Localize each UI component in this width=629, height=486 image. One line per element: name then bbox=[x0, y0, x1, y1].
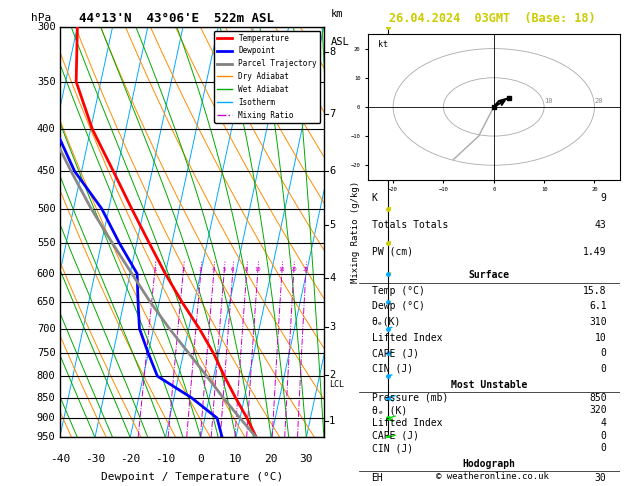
Text: 400: 400 bbox=[37, 124, 55, 134]
Text: 0: 0 bbox=[601, 443, 606, 453]
Text: 3: 3 bbox=[199, 267, 203, 272]
Text: EH: EH bbox=[372, 473, 383, 483]
Text: 4: 4 bbox=[212, 267, 215, 272]
Text: 300: 300 bbox=[37, 22, 55, 32]
Text: 700: 700 bbox=[37, 324, 55, 333]
Text: 320: 320 bbox=[589, 405, 606, 416]
Text: 0: 0 bbox=[198, 454, 204, 464]
Text: 10: 10 bbox=[229, 454, 243, 464]
Text: 450: 450 bbox=[37, 166, 55, 176]
Text: 800: 800 bbox=[37, 371, 55, 381]
Text: θₑ (K): θₑ (K) bbox=[372, 405, 407, 416]
Text: 15.8: 15.8 bbox=[583, 286, 606, 296]
Text: -10: -10 bbox=[155, 454, 175, 464]
Text: 0: 0 bbox=[601, 431, 606, 441]
Text: 850: 850 bbox=[589, 393, 606, 403]
Text: 26.04.2024  03GMT  (Base: 18): 26.04.2024 03GMT (Base: 18) bbox=[389, 12, 596, 25]
Text: Mixing Ratio (g/kg): Mixing Ratio (g/kg) bbox=[351, 181, 360, 283]
Text: PW (cm): PW (cm) bbox=[372, 246, 413, 257]
Text: 2: 2 bbox=[181, 267, 185, 272]
Text: ASL: ASL bbox=[331, 37, 349, 47]
Text: 8: 8 bbox=[245, 267, 248, 272]
Text: 25: 25 bbox=[303, 267, 309, 272]
Text: Temp (°C): Temp (°C) bbox=[372, 286, 425, 296]
Text: Hodograph: Hodograph bbox=[462, 459, 516, 469]
Text: LCL: LCL bbox=[329, 381, 344, 389]
Text: 950: 950 bbox=[37, 433, 55, 442]
Text: 5: 5 bbox=[223, 267, 226, 272]
Text: 6: 6 bbox=[329, 166, 335, 176]
Text: 7: 7 bbox=[329, 109, 335, 119]
Text: CAPE (J): CAPE (J) bbox=[372, 431, 418, 441]
Text: 2: 2 bbox=[329, 370, 335, 380]
Text: Surface: Surface bbox=[469, 270, 509, 280]
Text: 8: 8 bbox=[329, 47, 335, 57]
Text: CAPE (J): CAPE (J) bbox=[372, 348, 418, 358]
Text: 9: 9 bbox=[601, 193, 606, 203]
Text: -40: -40 bbox=[50, 454, 70, 464]
Text: © weatheronline.co.uk: © weatheronline.co.uk bbox=[436, 472, 548, 481]
Text: 4: 4 bbox=[329, 273, 335, 283]
Text: 750: 750 bbox=[37, 348, 55, 358]
Text: 6: 6 bbox=[231, 267, 234, 272]
Text: -20: -20 bbox=[120, 454, 140, 464]
Text: km: km bbox=[331, 9, 343, 18]
Text: K: K bbox=[372, 193, 377, 203]
Text: 43: 43 bbox=[595, 220, 606, 230]
Text: 1.49: 1.49 bbox=[583, 246, 606, 257]
Text: CIN (J): CIN (J) bbox=[372, 443, 413, 453]
Text: 600: 600 bbox=[37, 269, 55, 278]
Text: θₑ(K): θₑ(K) bbox=[372, 317, 401, 327]
Text: 20: 20 bbox=[594, 98, 603, 104]
Text: 4: 4 bbox=[601, 418, 606, 428]
Text: CIN (J): CIN (J) bbox=[372, 364, 413, 374]
Text: 850: 850 bbox=[37, 393, 55, 403]
Text: 30: 30 bbox=[299, 454, 313, 464]
Legend: Temperature, Dewpoint, Parcel Trajectory, Dry Adiabat, Wet Adiabat, Isotherm, Mi: Temperature, Dewpoint, Parcel Trajectory… bbox=[214, 31, 320, 122]
Text: Pressure (mb): Pressure (mb) bbox=[372, 393, 448, 403]
Text: 1: 1 bbox=[329, 417, 335, 426]
Text: 10: 10 bbox=[254, 267, 261, 272]
Text: Lifted Index: Lifted Index bbox=[372, 332, 442, 343]
Text: 0: 0 bbox=[601, 348, 606, 358]
Text: 5: 5 bbox=[329, 221, 335, 230]
Text: 350: 350 bbox=[37, 77, 55, 87]
Text: 16: 16 bbox=[279, 267, 285, 272]
Text: 1: 1 bbox=[153, 267, 156, 272]
Text: 0: 0 bbox=[601, 364, 606, 374]
Text: Totals Totals: Totals Totals bbox=[372, 220, 448, 230]
Text: Dewpoint / Temperature (°C): Dewpoint / Temperature (°C) bbox=[101, 472, 283, 482]
Text: -30: -30 bbox=[85, 454, 105, 464]
Text: hPa: hPa bbox=[31, 13, 52, 23]
Text: 550: 550 bbox=[37, 238, 55, 248]
Text: kt: kt bbox=[378, 40, 388, 49]
Text: 900: 900 bbox=[37, 413, 55, 423]
Text: 44°13'N  43°06'E  522m ASL: 44°13'N 43°06'E 522m ASL bbox=[79, 12, 274, 25]
Text: 10: 10 bbox=[595, 332, 606, 343]
Text: 10: 10 bbox=[544, 98, 553, 104]
Text: Dewp (°C): Dewp (°C) bbox=[372, 301, 425, 312]
Text: 20: 20 bbox=[264, 454, 278, 464]
Text: 310: 310 bbox=[589, 317, 606, 327]
Text: 6.1: 6.1 bbox=[589, 301, 606, 312]
Text: 3: 3 bbox=[329, 322, 335, 332]
Text: Most Unstable: Most Unstable bbox=[451, 381, 527, 390]
Text: 30: 30 bbox=[595, 473, 606, 483]
Text: Lifted Index: Lifted Index bbox=[372, 418, 442, 428]
Text: 500: 500 bbox=[37, 204, 55, 214]
Text: 20: 20 bbox=[291, 267, 297, 272]
Text: 650: 650 bbox=[37, 297, 55, 307]
